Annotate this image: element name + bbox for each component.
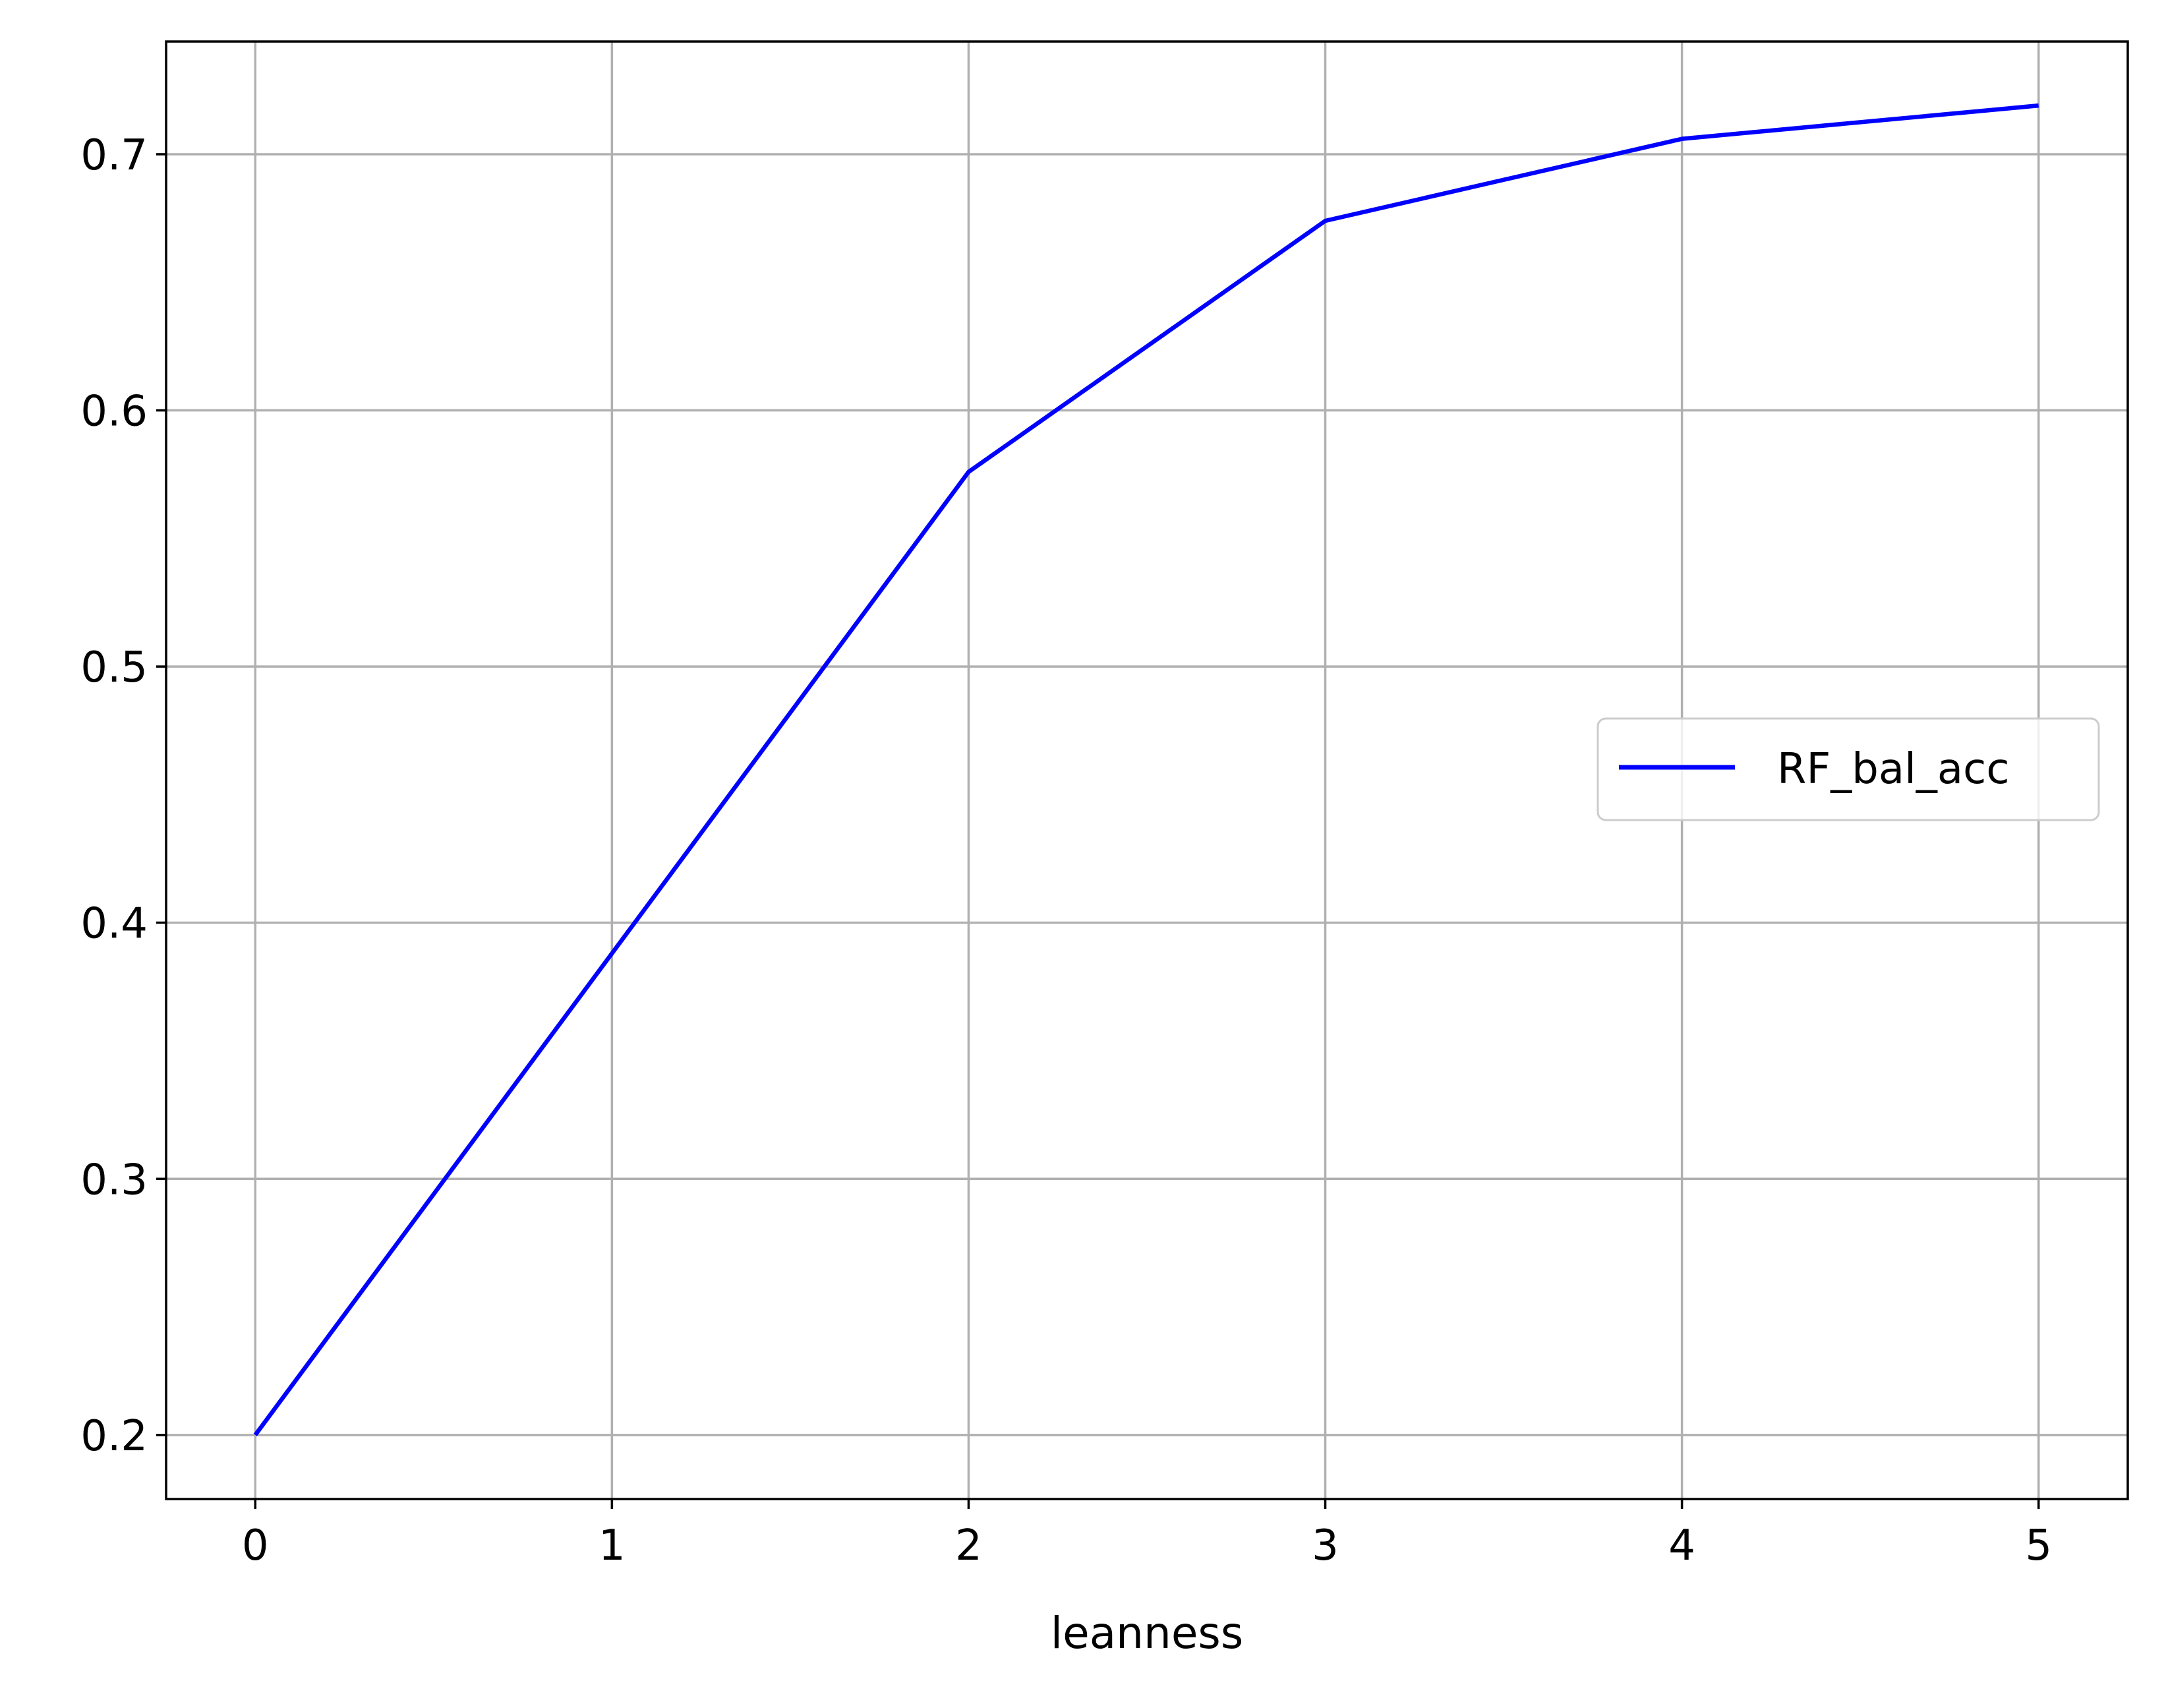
x-tick-label: 5 xyxy=(2025,1521,2052,1570)
x-axis-label: leanness xyxy=(1051,1608,1243,1659)
y-tick-label: 0.2 xyxy=(80,1412,148,1461)
y-tick-label: 0.7 xyxy=(80,131,148,180)
x-tick-label: 0 xyxy=(242,1521,269,1570)
x-tick-label: 3 xyxy=(1312,1521,1339,1570)
legend: RF_bal_acc xyxy=(1596,717,2100,821)
legend-label: RF_bal_acc xyxy=(1777,745,2010,794)
y-tick-label: 0.5 xyxy=(80,643,148,692)
x-tick-label: 2 xyxy=(955,1521,982,1570)
series-line-RF_bal_acc xyxy=(253,103,2039,1436)
y-tick-label: 0.3 xyxy=(80,1156,148,1204)
x-tick-label: 1 xyxy=(599,1521,626,1570)
ticks: 0 1 2 3 4 5 0.2 0.3 0.4 0.5 0.6 0.7 xyxy=(80,131,2052,1570)
series-layer xyxy=(253,103,2039,1436)
legend-box xyxy=(1596,717,2100,821)
y-tick-label: 0.4 xyxy=(80,900,148,949)
x-tick-label: 4 xyxy=(1668,1521,1695,1570)
plot-area-frame xyxy=(165,40,2129,1500)
y-tick-label: 0.6 xyxy=(80,388,148,436)
